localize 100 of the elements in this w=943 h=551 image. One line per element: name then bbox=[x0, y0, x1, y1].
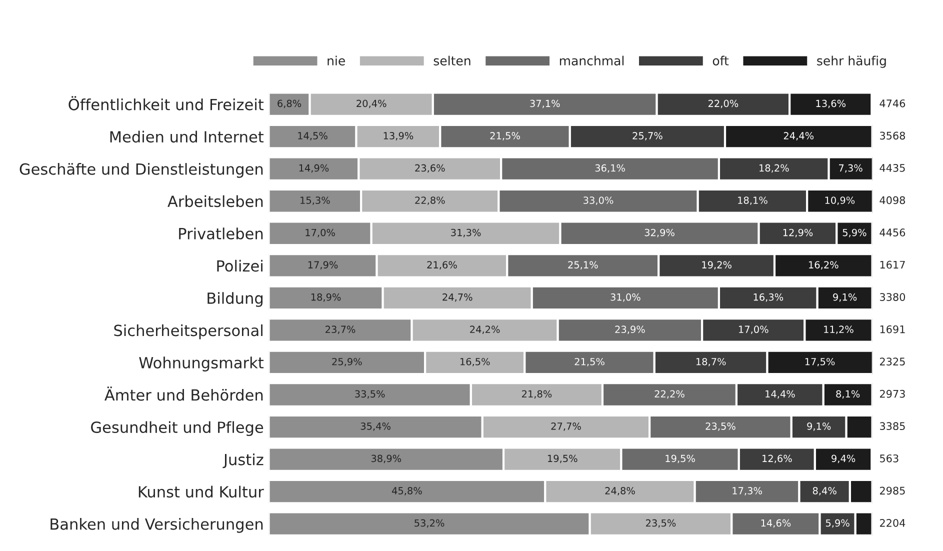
data-label: 18,1% bbox=[738, 196, 768, 205]
y-tick-label: Geschäfte und Dienstleistungen bbox=[20, 163, 263, 178]
data-label: 21,6% bbox=[427, 261, 457, 270]
data-label: 16,2% bbox=[809, 261, 838, 270]
data-label: 23,7% bbox=[326, 326, 356, 334]
data-label: 45,8% bbox=[392, 487, 422, 496]
text: 3380 bbox=[880, 293, 906, 301]
data-label: 33,5% bbox=[355, 390, 385, 399]
data-label: 12,6% bbox=[762, 454, 792, 464]
data-label: 9,1% bbox=[807, 422, 831, 431]
data-label: 8,1% bbox=[836, 390, 860, 399]
data-label: 36,1% bbox=[595, 164, 625, 173]
data-label: 22,8% bbox=[415, 196, 445, 205]
text: 2973 bbox=[880, 390, 905, 398]
data-label: 6,8% bbox=[278, 100, 302, 108]
data-label: 21,5% bbox=[490, 132, 520, 140]
data-label: 21,5% bbox=[574, 358, 604, 366]
data-label: 16,3% bbox=[754, 293, 784, 302]
data-label: 18,2% bbox=[760, 164, 789, 173]
data-label: 11,2% bbox=[824, 326, 854, 334]
text: 3568 bbox=[880, 132, 906, 140]
y-tick-label: Banken und Versicherungen bbox=[50, 518, 263, 533]
data-label: 20,4% bbox=[356, 100, 386, 108]
data-label: 37,1% bbox=[530, 100, 560, 108]
data-label: 8,4% bbox=[812, 487, 836, 496]
legend-label: selten bbox=[434, 56, 470, 66]
text: 3385 bbox=[880, 422, 905, 430]
data-label: 17,0% bbox=[306, 228, 335, 238]
data-label: 23,6% bbox=[415, 164, 445, 173]
text: manchmal bbox=[560, 56, 624, 66]
y-tick-label: Wohnungsmarkt bbox=[139, 356, 264, 372]
y-tick-label: Polizei bbox=[217, 260, 262, 272]
y-tick-label: Justiz bbox=[222, 453, 264, 468]
data-label: 25,9% bbox=[332, 358, 362, 366]
data-label: 12,9% bbox=[783, 228, 813, 238]
data-label: 24,8% bbox=[605, 487, 635, 496]
data-label: 17,3% bbox=[732, 487, 762, 496]
data-label: 24,7% bbox=[442, 293, 472, 302]
text: 563 bbox=[880, 454, 898, 462]
text: 4456 bbox=[880, 228, 906, 236]
text: 1691 bbox=[880, 325, 905, 334]
data-label: 24,2% bbox=[470, 326, 500, 334]
text: 1617 bbox=[880, 260, 905, 269]
data-label: 31,3% bbox=[451, 228, 481, 238]
data-label: 14,4% bbox=[766, 390, 795, 399]
data-label: 15,3% bbox=[300, 196, 330, 205]
data-label: 22,0% bbox=[708, 100, 738, 108]
data-label: 23,5% bbox=[706, 422, 736, 431]
data-label: 9,4% bbox=[832, 454, 856, 464]
data-label: 17,5% bbox=[805, 358, 835, 366]
y-tick-label: Medien und Internet bbox=[110, 130, 264, 143]
data-label: 38,9% bbox=[371, 454, 402, 464]
y-tick-label: Sicherheitspersonal bbox=[114, 324, 262, 340]
y-tick-label: Privatleben bbox=[179, 228, 263, 240]
data-label: 13,9% bbox=[384, 132, 414, 140]
y-tick-label: Bildung bbox=[208, 292, 263, 307]
data-label: 9,1% bbox=[833, 293, 857, 302]
data-label: 16,5% bbox=[460, 358, 490, 366]
y-tick-label: Arbeitsleben bbox=[168, 195, 263, 208]
data-label: 10,9% bbox=[825, 196, 855, 205]
data-label: 31,0% bbox=[610, 293, 640, 302]
text: 2985 bbox=[880, 486, 905, 495]
data-label: 18,9% bbox=[311, 293, 341, 302]
legend-label: nie bbox=[328, 56, 345, 66]
text: 4098 bbox=[880, 196, 906, 204]
data-label: 5,9% bbox=[842, 228, 866, 238]
data-label: 53,2% bbox=[414, 519, 444, 528]
text: 2204 bbox=[880, 518, 906, 527]
data-label: 25,7% bbox=[632, 132, 662, 140]
data-label: 14,5% bbox=[298, 132, 328, 140]
data-label: 13,6% bbox=[816, 100, 846, 108]
data-label: 22,2% bbox=[654, 390, 684, 399]
data-label: 5,9% bbox=[826, 519, 850, 528]
data-label: 23,9% bbox=[615, 326, 645, 334]
text: 4746 bbox=[880, 99, 906, 108]
data-label: 33,0% bbox=[584, 196, 614, 205]
data-label: 19,2% bbox=[702, 261, 732, 270]
data-label: 25,1% bbox=[568, 261, 598, 270]
data-label: 17,9% bbox=[308, 261, 338, 270]
data-label: 14,6% bbox=[761, 519, 791, 528]
data-label: 35,4% bbox=[360, 422, 390, 431]
data-label: 19,5% bbox=[666, 454, 695, 464]
data-label: 17,0% bbox=[739, 326, 768, 334]
y-tick-label: Gesundheit und Pflege bbox=[91, 421, 264, 436]
legend-label: oft bbox=[712, 56, 729, 66]
data-label: 14,9% bbox=[299, 164, 329, 173]
data-label: 23,5% bbox=[646, 519, 676, 528]
data-label: 21,8% bbox=[522, 390, 552, 399]
data-label: 19,5% bbox=[548, 454, 578, 464]
data-label: 18,7% bbox=[696, 358, 726, 366]
data-label: 24,4% bbox=[784, 132, 814, 140]
data-label: 32,9% bbox=[644, 228, 674, 238]
data-label: 27,7% bbox=[551, 422, 581, 431]
text: 4435 bbox=[880, 164, 905, 172]
y-tick-label: Kunst und Kultur bbox=[138, 486, 264, 498]
y-tick-label: Öffentlichkeit und Freizeit bbox=[68, 96, 264, 110]
y-tick-label: Ämter und Behörden bbox=[104, 386, 263, 401]
legend-label: sehr häufig bbox=[817, 56, 886, 68]
text: 2325 bbox=[880, 358, 905, 366]
data-label: 7,3% bbox=[838, 164, 862, 173]
